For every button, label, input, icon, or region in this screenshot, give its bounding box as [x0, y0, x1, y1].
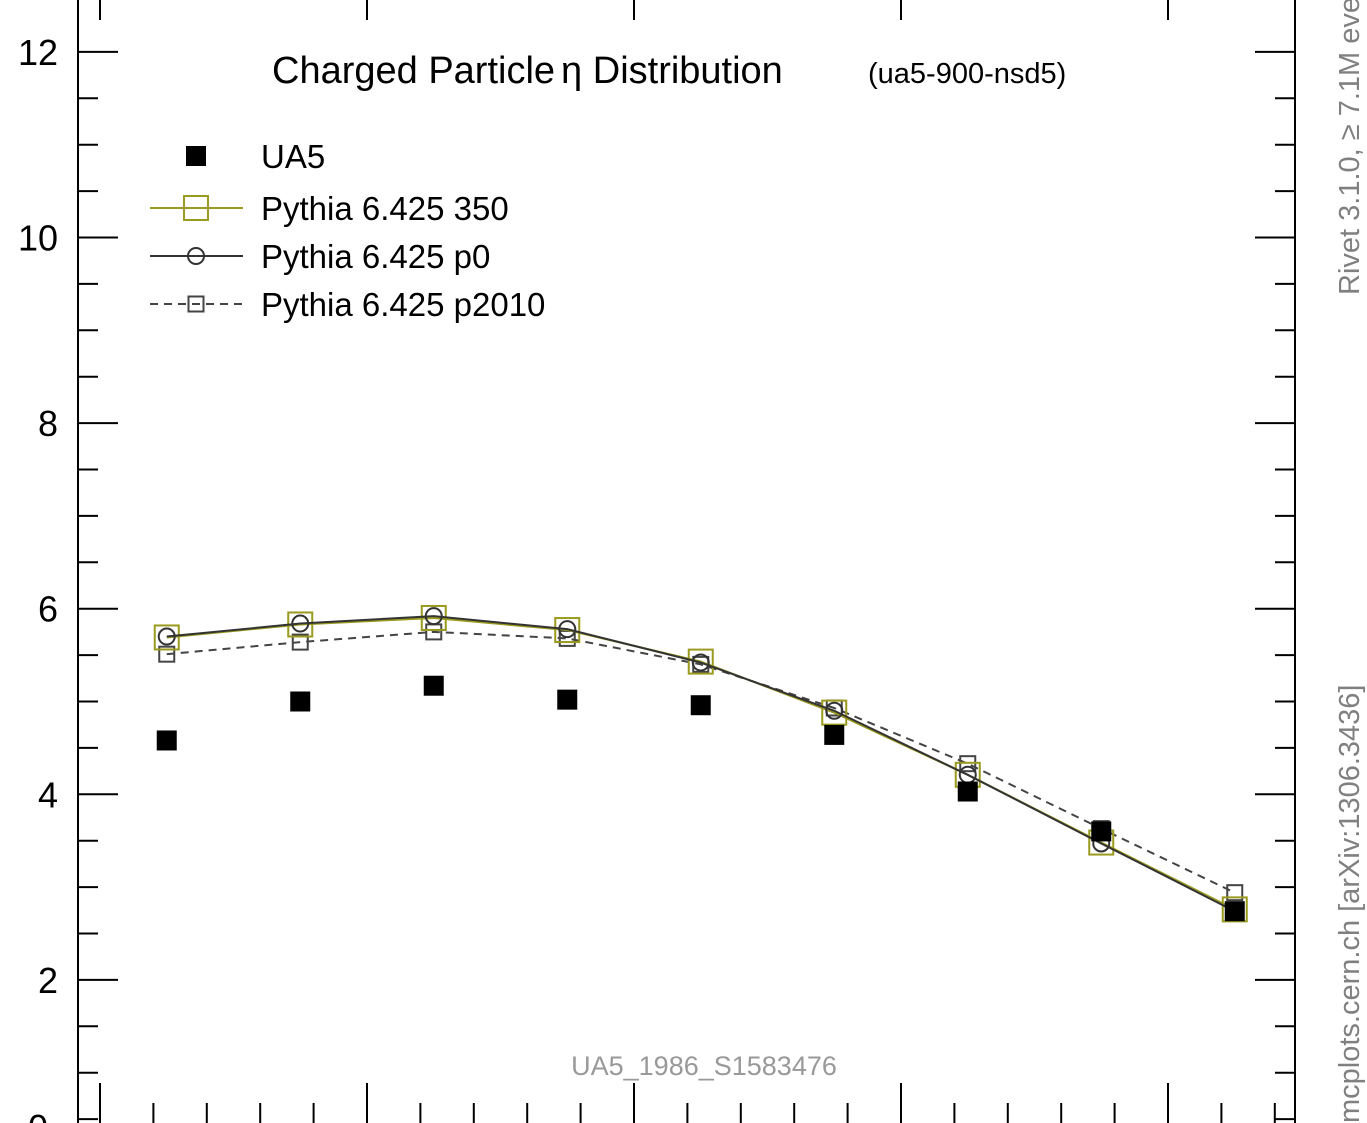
legend-marker — [187, 247, 205, 265]
data-point — [156, 730, 177, 751]
data-point — [291, 633, 309, 651]
series-2 — [157, 607, 1244, 921]
series-line — [166, 615, 1236, 913]
series-line — [166, 630, 1236, 894]
series-0 — [156, 675, 1245, 922]
data-point — [957, 781, 978, 802]
data-point — [153, 624, 180, 651]
data-point — [291, 614, 310, 633]
data-point — [158, 645, 176, 663]
legend-marker — [186, 146, 206, 166]
legend: UA5 Pythia 6.425 350 Pythia 6.425 p0 Pythia… — [150, 138, 545, 323]
chart-title: Charged Particle η Distribution — [272, 50, 783, 92]
data-point — [424, 607, 443, 626]
data-point — [557, 689, 578, 710]
data-point — [423, 675, 444, 696]
y-tick-label: 6 — [38, 589, 58, 630]
chart-subtitle: (ua5-900-nsd5) — [868, 58, 1066, 90]
y-tick-label-0: 0 — [28, 1107, 48, 1123]
data-series — [153, 604, 1248, 923]
y-tick-label: 4 — [38, 774, 58, 815]
data-point — [687, 648, 714, 675]
data-point — [1224, 901, 1245, 922]
legend-label: Pythia 6.425 350 — [261, 190, 509, 227]
y-tick-label: 2 — [38, 960, 58, 1001]
data-point — [821, 699, 848, 726]
data-point — [690, 695, 711, 716]
legend-marker — [183, 195, 209, 221]
series-3 — [158, 623, 1244, 902]
y-tick-labels: 2 4 6 8 10 12 — [18, 32, 58, 1001]
legend-label: UA5 — [261, 138, 325, 175]
axis-ticks — [78, 0, 1295, 1123]
data-point — [825, 701, 844, 720]
data-point — [1221, 896, 1248, 923]
data-point — [558, 620, 577, 639]
legend-label: Pythia 6.425 p2010 — [261, 286, 545, 323]
mcplots-label: mcplots.cern.ch [arXiv:1306.3436] — [1334, 685, 1366, 1123]
data-point — [554, 617, 581, 644]
data-point — [157, 627, 176, 646]
data-point — [1091, 821, 1112, 842]
y-tick-label: 10 — [18, 218, 58, 259]
y-tick-label: 12 — [18, 32, 58, 73]
data-point — [691, 653, 710, 672]
legend-marker — [187, 295, 205, 313]
series-1 — [153, 604, 1248, 923]
analysis-id-label: UA5_1986_S1583476 — [571, 1051, 837, 1081]
rivet-version-label: Rivet 3.1.0, ≥ 7.1M events — [1334, 0, 1366, 295]
data-point — [290, 691, 311, 712]
y-tick-label: 8 — [38, 403, 58, 444]
legend-label: Pythia 6.425 p0 — [261, 238, 490, 275]
data-point — [1226, 884, 1244, 902]
data-point — [824, 724, 845, 745]
